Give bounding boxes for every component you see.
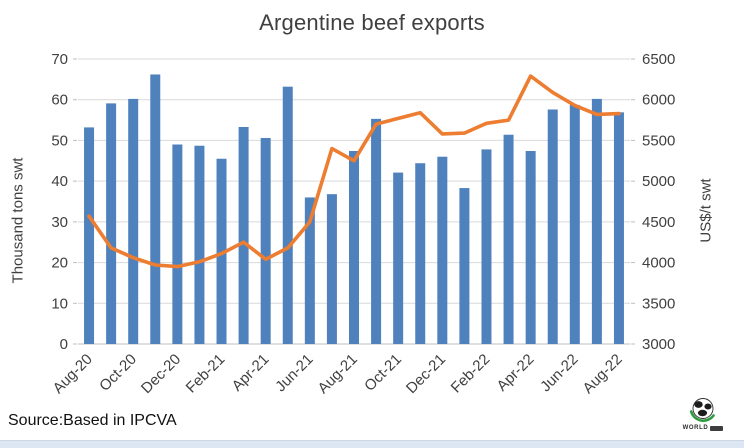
export-bar — [459, 188, 470, 344]
logo-text-blur — [710, 425, 724, 431]
left-axis-tick-label: 30 — [51, 214, 68, 231]
x-axis-tick-label: Aug-21 — [315, 351, 361, 397]
right-axis-tick-label: 5000 — [642, 173, 675, 190]
bottom-strip — [0, 440, 744, 448]
right-axis-tick-label: 6500 — [642, 51, 675, 68]
export-bar — [371, 118, 382, 344]
export-bar — [260, 137, 271, 344]
export-bar — [591, 98, 602, 345]
export-bar — [613, 112, 624, 344]
source-note: Source:Based in IPCVA — [8, 412, 177, 429]
left-axis-tick-label: 10 — [51, 295, 68, 312]
export-bar — [503, 134, 514, 344]
right-axis-tick-label: 3000 — [642, 336, 675, 353]
export-bar — [481, 149, 492, 344]
x-axis-tick-label: Apr-21 — [229, 351, 273, 395]
globe-icon — [689, 398, 715, 422]
export-bar — [525, 151, 536, 344]
export-bar — [106, 103, 117, 344]
export-bar — [326, 194, 337, 344]
x-axis-tick-label: Aug-20 — [50, 351, 96, 397]
x-axis-tick-label: Dec-21 — [403, 351, 449, 397]
export-bar — [304, 197, 315, 344]
right-axis-title: US$/t swt — [697, 178, 715, 243]
logo-text: WORLD — [682, 425, 709, 431]
export-bar — [150, 74, 161, 344]
export-bar — [172, 144, 183, 344]
x-axis-tick-label: Jun-21 — [272, 351, 316, 395]
export-bar — [569, 105, 580, 344]
logo-text-row: WORLD — [683, 425, 724, 431]
export-bar — [84, 127, 95, 345]
x-axis-tick-label: Feb-21 — [183, 351, 229, 397]
x-axis-tick-label: Aug-22 — [580, 351, 626, 397]
x-axis-tick-label: Oct-20 — [96, 351, 140, 395]
chart-title: Argentine beef exports — [259, 10, 485, 35]
right-axis-tick-label: 5500 — [642, 132, 675, 149]
x-axis-tick-label: Oct-21 — [361, 351, 405, 395]
left-axis-tick-label: 70 — [51, 51, 68, 68]
export-bar — [437, 156, 448, 344]
x-axis-tick-label: Apr-22 — [494, 351, 538, 395]
export-bar — [282, 86, 293, 344]
right-axis-tick-label: 6000 — [642, 92, 675, 109]
right-axis-tick-label: 4500 — [642, 214, 675, 231]
left-axis-tick-label: 0 — [60, 336, 68, 353]
export-bar — [393, 172, 404, 344]
right-axis-tick-label: 4000 — [642, 255, 675, 272]
export-bar — [216, 158, 227, 344]
export-bar — [415, 163, 426, 344]
left-axis-tick-label: 40 — [51, 173, 68, 190]
export-bar — [128, 98, 139, 345]
left-axis-title: Thousand tons swt — [9, 157, 27, 284]
world-logo: WORLD — [676, 396, 730, 442]
export-bar — [194, 145, 205, 344]
left-axis-tick-label: 20 — [51, 255, 68, 272]
export-bar — [547, 109, 558, 344]
x-axis-tick-label: Jun-22 — [537, 351, 581, 395]
left-axis-tick-label: 50 — [51, 132, 68, 149]
right-axis-tick-label: 3500 — [642, 295, 675, 312]
price-line — [87, 74, 621, 269]
export-bar — [349, 151, 359, 344]
x-axis-tick-label: Feb-22 — [448, 351, 494, 397]
export-bar — [238, 126, 249, 344]
x-axis-tick-label: Dec-20 — [138, 351, 184, 397]
left-axis-tick-label: 60 — [51, 92, 68, 109]
